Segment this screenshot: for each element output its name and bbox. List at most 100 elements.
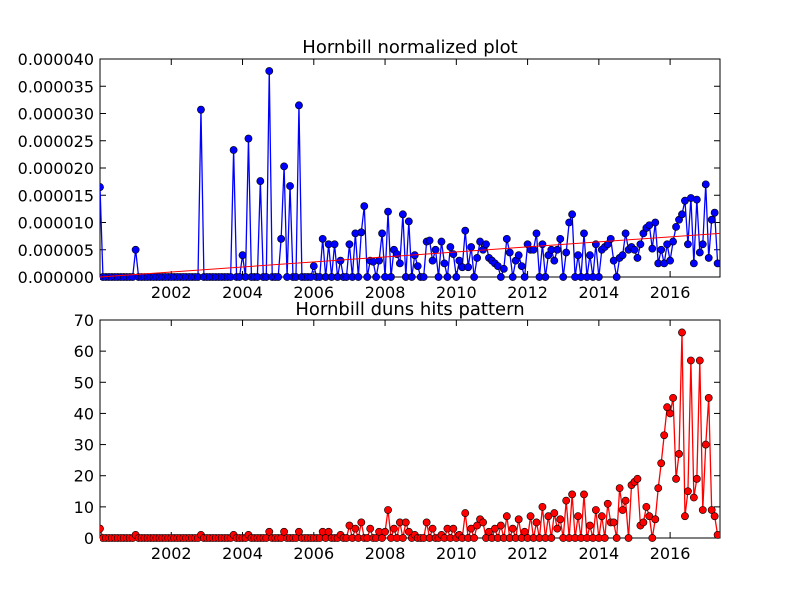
chart-normalized-plot: Hornbill normalized plot 0.000000 0.00000… — [18, 37, 721, 302]
data-layer — [100, 328, 720, 542]
data-point — [692, 474, 701, 483]
data-point — [496, 521, 505, 530]
data-point — [568, 210, 577, 219]
data-point — [238, 251, 247, 260]
data-point — [666, 256, 675, 265]
data-point — [381, 527, 389, 536]
data-point — [277, 234, 286, 243]
data-point — [710, 208, 719, 217]
data-point — [100, 524, 104, 533]
y-tick-label: 40 — [74, 404, 94, 423]
data-point — [559, 273, 568, 281]
data-point — [428, 524, 437, 533]
data-point — [678, 328, 686, 337]
data-point — [265, 527, 274, 536]
data-point — [657, 245, 666, 254]
data-point — [689, 493, 698, 502]
data-point — [437, 237, 446, 246]
data-point — [502, 234, 511, 243]
data-point — [351, 524, 360, 533]
data-point — [636, 240, 645, 249]
data-point — [499, 264, 508, 273]
data-point — [464, 263, 473, 272]
data-point — [553, 524, 562, 533]
data-point — [553, 245, 562, 254]
data-point — [496, 273, 505, 281]
data-point — [100, 183, 104, 191]
data-point — [642, 502, 651, 511]
data-point — [508, 273, 517, 281]
data-point — [295, 527, 303, 536]
data-point — [532, 518, 541, 527]
data-point — [360, 202, 369, 211]
data-point — [672, 474, 680, 483]
data-point — [256, 177, 265, 185]
data-point — [669, 393, 677, 402]
data-point — [586, 251, 594, 260]
data-point — [618, 506, 627, 514]
data-point — [197, 105, 205, 114]
data-point — [378, 229, 386, 238]
data-point — [556, 515, 565, 524]
data-point — [434, 273, 443, 281]
data-point — [648, 244, 657, 253]
data-point — [678, 210, 686, 219]
data-point — [621, 229, 630, 238]
data-point — [428, 256, 437, 265]
chart-title: Hornbill duns hits pattern — [295, 299, 524, 320]
data-point — [378, 534, 386, 542]
chart-title: Hornbill normalized plot — [302, 37, 517, 58]
data-point — [698, 240, 707, 249]
data-point — [624, 534, 633, 542]
data-point — [425, 236, 434, 245]
data-point — [639, 518, 648, 527]
data-point — [384, 207, 392, 216]
data-point — [517, 262, 526, 270]
data-point — [366, 524, 375, 533]
y-tick-label: 0.000000 — [18, 268, 94, 287]
data-point — [654, 484, 663, 493]
y-tick-label: 70 — [74, 311, 94, 330]
data-point — [538, 240, 547, 249]
data-point — [505, 248, 514, 257]
data-point — [713, 259, 720, 268]
x-tick-label: 2002 — [151, 544, 192, 563]
data-point — [419, 273, 428, 281]
data-point — [398, 210, 407, 219]
data-point — [692, 195, 701, 204]
y-tick-label: 0.000030 — [18, 105, 94, 124]
data-point — [520, 273, 529, 281]
data-point — [651, 218, 660, 227]
x-tick-label: 2012 — [507, 544, 548, 563]
data-point — [568, 490, 577, 499]
data-point — [467, 243, 476, 251]
data-point — [526, 512, 535, 521]
data-point — [286, 182, 294, 190]
data-point — [446, 243, 455, 251]
data-point — [689, 259, 698, 268]
data-point — [565, 218, 574, 227]
data-point — [713, 530, 720, 539]
data-point — [580, 490, 588, 499]
data-point — [131, 245, 140, 254]
data-point — [633, 254, 642, 262]
data-point — [318, 234, 327, 243]
x-tick-label: 2016 — [650, 544, 691, 563]
data-point — [363, 273, 372, 281]
data-point — [295, 101, 303, 110]
y-tick-label: 30 — [74, 436, 94, 455]
data-point — [520, 527, 529, 536]
y-tick-label: 0.000025 — [18, 132, 94, 151]
data-point — [514, 251, 523, 260]
data-point — [695, 356, 704, 365]
y-tick-label: 20 — [74, 467, 94, 486]
data-point — [407, 273, 416, 281]
data-point — [529, 245, 538, 254]
data-point — [532, 229, 541, 238]
data-point — [648, 534, 657, 542]
data-point — [375, 256, 384, 265]
data-point — [443, 273, 452, 281]
data-point — [630, 245, 639, 254]
data-point — [707, 506, 716, 514]
chart-duns-hits-pattern: Hornbill duns hits pattern 0 10 20 30 40 50 60… — [74, 299, 721, 563]
